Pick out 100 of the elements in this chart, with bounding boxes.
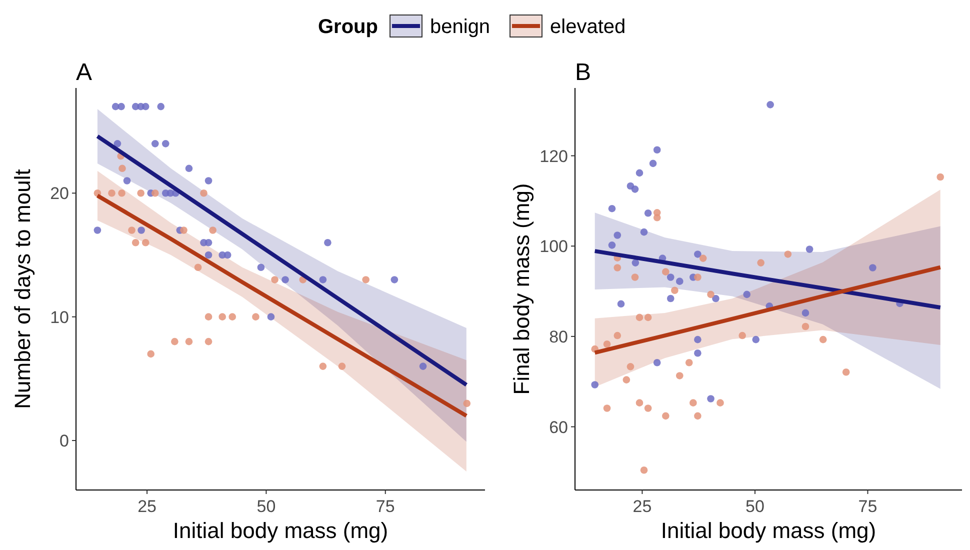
point xyxy=(118,164,126,172)
point xyxy=(603,340,611,348)
chart-title: B xyxy=(575,59,592,86)
point xyxy=(653,358,661,366)
point xyxy=(644,209,652,217)
point xyxy=(694,412,702,420)
point xyxy=(666,294,674,302)
point xyxy=(806,246,814,253)
line-series xyxy=(95,134,468,387)
point xyxy=(142,102,150,110)
legend-label: elevated xyxy=(550,16,626,38)
point xyxy=(138,226,145,234)
point xyxy=(636,169,644,177)
point xyxy=(591,381,598,388)
point xyxy=(676,372,684,380)
point xyxy=(162,140,170,148)
point xyxy=(712,294,720,302)
point xyxy=(204,251,212,259)
point xyxy=(707,290,714,298)
point xyxy=(622,376,630,384)
point xyxy=(738,332,746,340)
point xyxy=(171,338,178,346)
point xyxy=(114,140,122,148)
point xyxy=(252,313,260,320)
point xyxy=(694,250,702,258)
x-tick-label: 75 xyxy=(376,497,395,516)
point xyxy=(204,313,212,320)
point xyxy=(419,362,427,370)
point xyxy=(617,300,625,308)
point xyxy=(319,276,327,284)
x-tick-label: 25 xyxy=(138,497,156,516)
y-tick-label: 60 xyxy=(549,418,568,437)
point xyxy=(766,101,774,108)
point xyxy=(157,102,165,110)
chart-title: A xyxy=(76,59,92,86)
point xyxy=(784,250,792,258)
point xyxy=(142,238,150,246)
point xyxy=(631,274,639,281)
point xyxy=(282,276,289,284)
point xyxy=(180,226,188,234)
point xyxy=(94,226,102,234)
point xyxy=(338,362,346,370)
point xyxy=(636,314,644,322)
point xyxy=(224,251,232,259)
point xyxy=(324,238,332,246)
point xyxy=(147,350,154,358)
point xyxy=(802,309,810,317)
point xyxy=(819,336,827,344)
point xyxy=(685,358,693,366)
point xyxy=(185,338,193,346)
point xyxy=(802,322,810,330)
point xyxy=(716,399,724,406)
point xyxy=(694,336,702,344)
point xyxy=(936,173,944,181)
point xyxy=(640,228,648,236)
line-series xyxy=(592,249,942,310)
y-axis-title: Final body mass (mg) xyxy=(509,183,534,395)
point xyxy=(200,189,208,197)
point xyxy=(194,264,202,272)
y-tick-label: 10 xyxy=(50,308,69,327)
point xyxy=(319,362,327,370)
point xyxy=(640,466,648,474)
y-tick-label: 0 xyxy=(60,432,69,451)
point xyxy=(671,286,678,294)
point xyxy=(204,338,212,346)
legend-label: benign xyxy=(430,16,490,38)
point xyxy=(123,177,131,184)
point xyxy=(662,412,670,420)
point xyxy=(690,399,697,406)
x-tick-label: 75 xyxy=(858,497,878,516)
point xyxy=(463,400,471,408)
point xyxy=(614,332,622,340)
point xyxy=(614,264,622,272)
point xyxy=(614,232,622,239)
point xyxy=(132,238,140,246)
point xyxy=(757,259,764,266)
point xyxy=(644,314,652,322)
point xyxy=(608,242,616,249)
point xyxy=(118,189,126,197)
y-tick-label: 80 xyxy=(549,327,568,346)
point xyxy=(603,404,611,412)
x-axis-title: Initial body mass (mg) xyxy=(660,518,876,543)
y-axis-title: Number of days to moult xyxy=(10,169,35,409)
point xyxy=(752,336,760,344)
point xyxy=(869,264,876,272)
point xyxy=(108,189,116,197)
point xyxy=(666,274,674,281)
x-axis-title: Initial body mass (mg) xyxy=(172,518,388,543)
point xyxy=(204,238,212,246)
point xyxy=(362,276,370,284)
y-tick-label: 20 xyxy=(50,184,69,204)
point xyxy=(707,395,714,402)
point xyxy=(842,368,850,376)
point xyxy=(185,164,193,172)
point xyxy=(662,268,670,276)
point xyxy=(128,226,136,234)
point xyxy=(694,349,702,357)
point xyxy=(204,177,212,184)
point xyxy=(676,278,684,285)
point xyxy=(694,274,702,281)
